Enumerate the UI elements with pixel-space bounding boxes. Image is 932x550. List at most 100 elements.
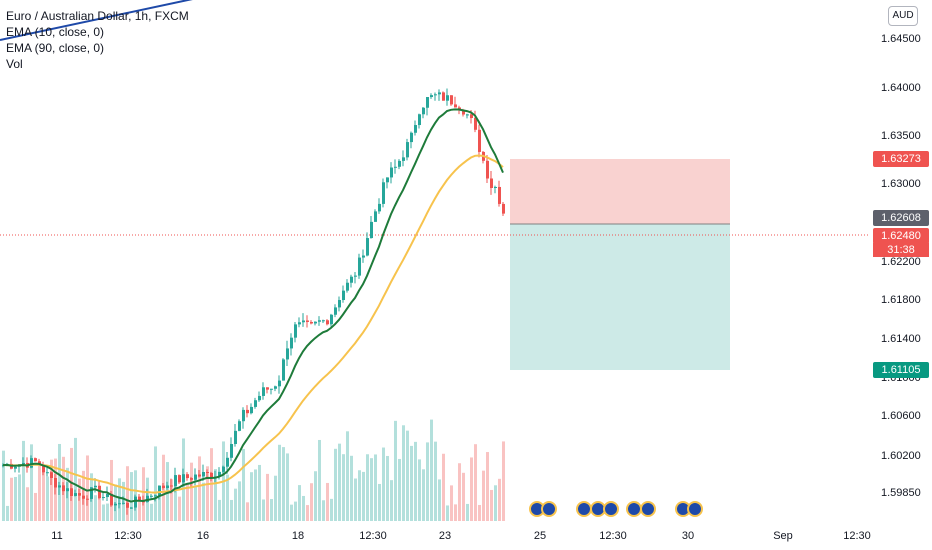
candle [206,472,209,474]
current-price-tag: 1.62480 [873,228,929,244]
candle [502,203,505,214]
candle [242,409,245,422]
candle [150,495,153,497]
volume-bar [442,453,445,521]
candle [346,282,349,291]
volume-bar [386,455,389,521]
time-tick: 30 [681,530,695,542]
stop-loss-zone[interactable] [510,159,730,224]
candle [194,474,197,480]
volume-bar [410,445,413,521]
volume-bar [102,504,105,521]
candle [106,493,109,498]
volume-bar [454,504,457,521]
volume-bar [334,448,337,521]
candle [178,475,181,483]
candle [398,160,401,167]
volume-bar [154,446,157,521]
volume-bar [274,475,277,521]
candle [114,503,117,506]
candle [154,495,157,497]
chart-legend: Euro / Australian Dollar, 1h, FXCM EMA (… [6,8,189,72]
candle [426,97,429,108]
candle [190,478,193,480]
candle [170,485,173,487]
volume-label[interactable]: Vol [6,57,23,71]
volume-bar [50,459,53,521]
event-flag-icon [576,501,592,517]
stop-price-tag: 1.63273 [873,151,929,167]
candle [46,472,49,474]
volume-bar [86,455,89,521]
candle [410,132,413,143]
candle [394,166,397,168]
candle [290,337,293,349]
price-tick: 1.61800 [881,294,921,306]
candle [406,142,409,158]
price-tick: 1.63000 [881,178,921,190]
candle [42,465,45,473]
volume-bar [206,466,209,521]
candle [286,348,289,360]
candle [302,320,305,323]
candle [490,178,493,188]
candle [370,221,373,239]
candle [390,167,393,178]
volume-bar [266,473,269,521]
volume-bar [330,498,333,521]
volume-bar [314,471,317,521]
countdown-tag: 31:38 [873,243,929,257]
symbol-title[interactable]: Euro / Australian Dollar, 1h, FXCM [6,9,189,23]
volume-bar [198,456,201,521]
time-tick: 18 [291,530,305,542]
candle [198,474,201,477]
candle [350,276,353,283]
candle [162,485,165,488]
volume-bar [346,431,349,521]
candle [226,457,229,467]
economic-events[interactable] [529,501,703,517]
volume-bar [270,499,273,521]
price-tick: 1.60600 [881,410,921,422]
volume-bar [34,492,37,521]
volume-bar [110,459,113,521]
volume-bar [94,495,97,521]
volume-bar [378,483,381,521]
candle [102,497,105,499]
candle [254,400,257,407]
candle [126,502,129,508]
candle [438,92,441,95]
candle [246,409,249,414]
candle [386,177,389,183]
candle [78,493,81,496]
volume-bar [370,458,373,521]
candle [298,322,301,325]
candle [262,387,265,396]
volume-bar [190,462,193,521]
volume-bar [262,499,265,521]
ema90-label[interactable]: EMA (90, close, 0) [6,41,105,55]
volume-bar [482,470,485,521]
volume-bar [158,486,161,521]
candle [158,485,161,496]
candle [238,421,241,431]
entry-price-tag: 1.62608 [873,210,929,226]
volume-bar [450,485,453,521]
take-profit-zone[interactable] [510,224,730,370]
candle [310,321,313,324]
candle [450,95,453,105]
volume-bar [390,480,393,521]
candle [130,507,133,509]
price-chart[interactable] [0,0,868,521]
volume-bar [234,488,237,521]
volume-bar [218,499,221,521]
trendline[interactable] [0,0,235,41]
ema10-label[interactable]: EMA (10, close, 0) [6,25,105,39]
currency-button[interactable]: AUD [888,6,918,26]
candle [338,300,341,308]
volume-bar [250,472,253,521]
volume-bar [6,505,9,521]
volume-bar [278,444,281,521]
candle [94,485,97,488]
volume-bar [46,476,49,521]
